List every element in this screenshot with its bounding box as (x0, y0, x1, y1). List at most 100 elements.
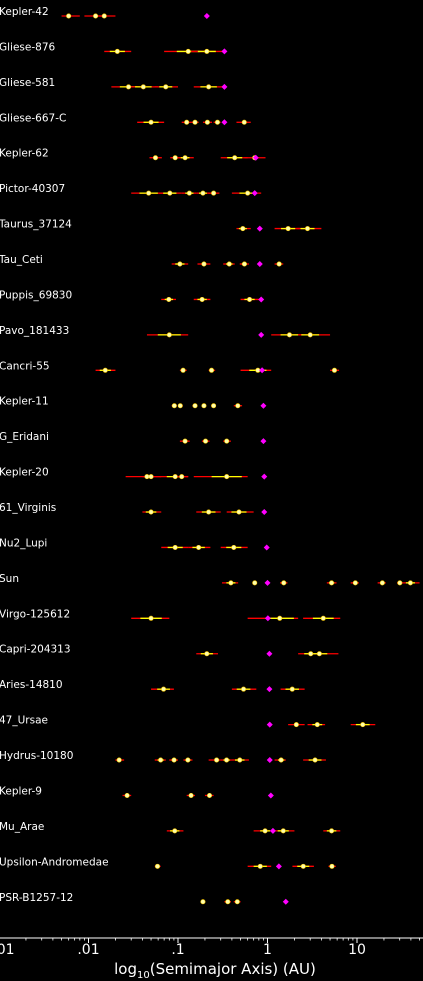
planet-point (224, 474, 230, 480)
planet-point (192, 119, 198, 125)
x-tick-label: .001 (0, 942, 15, 958)
x-axis-title: log10(Semimajor Axis) (AU) (114, 960, 316, 981)
system-marker (251, 190, 258, 197)
system-row: Taurus_37124 (0, 219, 322, 232)
planet-point (200, 190, 206, 196)
system-label: Capri-204313 (0, 644, 71, 656)
system-marker (282, 898, 289, 905)
planet-point (148, 509, 154, 515)
system-label: G_Eridani (0, 431, 49, 443)
planet-point (214, 119, 220, 125)
x-tick-label: .1 (171, 942, 184, 958)
system-row: Gliese-667-C (0, 112, 251, 126)
system-label: Tau_Ceti (0, 254, 43, 266)
planet-point (167, 190, 173, 196)
planet-point (281, 580, 287, 586)
planet-point (148, 119, 154, 125)
system-marker (266, 757, 273, 764)
planet-point (300, 863, 306, 869)
system-row: Hydrus-10180 (0, 750, 326, 764)
planet-point (196, 544, 202, 550)
system-label: Kepler-11 (0, 396, 49, 408)
planet-point (214, 757, 220, 763)
system-marker (261, 509, 268, 516)
planet-point (226, 261, 232, 267)
system-row: Kepler-11 (0, 396, 267, 409)
system-marker (259, 367, 266, 374)
system-row: Sun (0, 573, 420, 586)
planet-point (289, 686, 295, 692)
system-row: 47_Ursae (0, 715, 376, 728)
planet-point (140, 84, 146, 90)
planet-point (247, 296, 253, 302)
system-marker (261, 473, 268, 480)
system-label: Pictor-40307 (0, 183, 65, 195)
system-row: Kepler-62 (0, 148, 266, 161)
system-row: G_Eridani (0, 431, 267, 445)
planet-point (203, 438, 209, 444)
system-marker (256, 225, 263, 232)
planet-point (154, 863, 160, 869)
system-row: Pavo_181433 (0, 325, 331, 338)
planet-point (206, 509, 212, 515)
planet-point (200, 899, 206, 905)
planet-point (171, 757, 177, 763)
planet-point (93, 13, 99, 19)
system-label: Taurus_37124 (0, 219, 72, 231)
planet-point (184, 119, 190, 125)
system-row: Tau_Ceti (0, 254, 284, 268)
planet-point (277, 615, 283, 621)
planet-point (257, 863, 263, 869)
system-label: Kepler-9 (0, 785, 42, 797)
planet-point (209, 367, 215, 373)
planet-point (158, 757, 164, 763)
planet-point (312, 757, 318, 763)
x-tick-label: 1 (263, 942, 272, 958)
system-marker (264, 579, 271, 586)
system-label: Pavo_181433 (0, 325, 69, 337)
system-row: Kepler-20 (0, 467, 268, 480)
planet-point (331, 367, 337, 373)
planet-point (262, 828, 268, 834)
planet-point (201, 403, 207, 409)
planet-point (207, 792, 213, 798)
system-label: PSR-B1257-12 (0, 892, 73, 904)
planet-point (172, 155, 178, 161)
planet-point (171, 403, 177, 409)
planet-point (276, 261, 282, 267)
planet-point (206, 84, 212, 90)
planet-point (201, 261, 207, 267)
planet-point (225, 899, 231, 905)
system-row: Gliese-876 (0, 41, 228, 55)
planet-point (172, 828, 178, 834)
planet-point (241, 119, 247, 125)
planet-point (329, 828, 335, 834)
system-label: Upsilon-Andromedae (0, 856, 109, 868)
planet-point (308, 651, 314, 657)
system-label: Sun (0, 573, 19, 585)
system-marker (275, 863, 282, 870)
planet-point (397, 580, 403, 586)
system-label: Kepler-62 (0, 148, 49, 160)
system-marker (267, 792, 274, 799)
planet-point (228, 580, 234, 586)
planet-point (305, 226, 311, 232)
system-label: Kepler-20 (0, 467, 49, 479)
planet-point (352, 580, 358, 586)
planet-point (192, 403, 198, 409)
system-row: Kepler-42 (0, 6, 210, 19)
x-axis: .001 .01 .1 1 10 (0, 937, 423, 958)
system-row: Puppis_69830 (0, 289, 265, 303)
planet-point (293, 722, 299, 728)
system-marker (203, 13, 210, 19)
planet-point (329, 863, 335, 869)
system-row: Kepler-9 (0, 785, 274, 799)
planet-point (232, 155, 238, 161)
planet-point (148, 615, 154, 621)
planet-point (320, 615, 326, 621)
planet-point (152, 155, 158, 161)
system-marker (221, 119, 228, 126)
system-label: Aries-14810 (0, 679, 63, 691)
system-marker (266, 686, 273, 693)
